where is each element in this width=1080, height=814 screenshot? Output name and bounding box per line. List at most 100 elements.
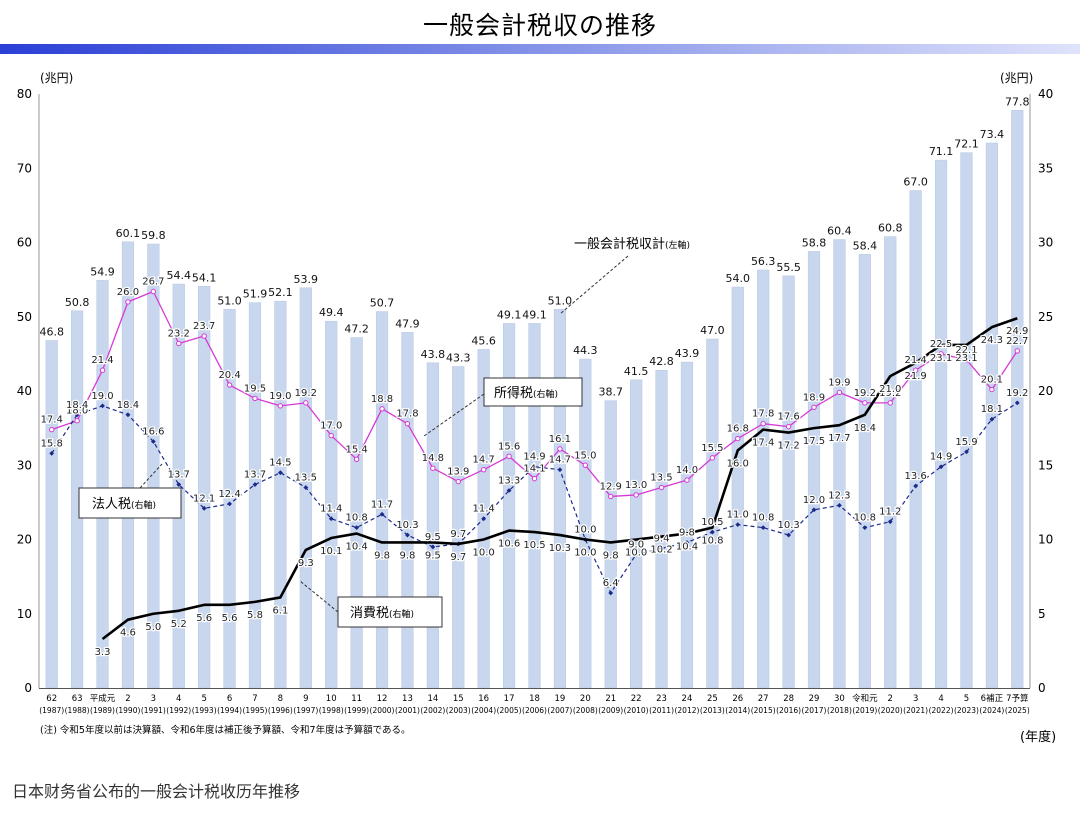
series-point [938,351,944,357]
series-label: 17.0 [320,421,342,432]
series-point [100,403,105,409]
x-tick-era: 24 [682,694,693,704]
series-label: 12.3 [828,490,850,501]
series-label: 18.8 [371,394,393,405]
series-label: 13.3 [498,475,520,486]
series-point [99,367,106,373]
series-point [430,544,436,550]
series-label: 17.6 [777,412,799,423]
series-point [328,516,334,522]
series-label: 20.1 [981,375,1003,386]
callout-income: 所得税(右軸) [423,377,583,437]
bar-total [833,239,846,689]
series-point [989,386,995,393]
bar-label: 73.4 [980,128,1005,141]
series-point [913,483,919,489]
bar-total [426,362,439,689]
x-tick-year: (2001) [395,706,420,715]
series-label: 5.8 [247,610,263,621]
series-point [176,482,182,487]
x-tick-year: (2003) [446,706,471,715]
x-tick-era: 6 [227,694,232,704]
bar-total [401,332,414,689]
series-label: 9.8 [679,527,695,538]
series-label: 20.4 [218,370,240,381]
series-label: 15.8 [41,438,63,449]
series-label: 22.5 [930,339,952,350]
series-label: 14.9 [930,452,952,463]
x-tick-era: 28 [783,694,794,704]
page-caption: 日本财务省公布的一般会计税收历年推移 [12,782,301,801]
bar-label: 44.3 [573,344,598,357]
left-axis-unit: (兆円) [40,71,73,85]
series-point [811,404,817,411]
x-tick-era: 17 [504,694,515,704]
series-label: 18.4 [854,423,876,434]
series-label: 10.4 [676,542,698,553]
y-tick-right: 20 [1038,384,1053,398]
bar-label: 49.1 [497,308,522,321]
series-label: 18.0 [66,406,88,417]
x-tick-year: (2011) [649,706,674,715]
series-point [709,455,716,461]
series-point [405,532,410,538]
x-tick-year: (2024) [979,706,1004,715]
line-series [49,288,1020,641]
series-label: 9.5 [425,550,441,561]
x-tick-year: (1989) [90,706,115,715]
x-tick-era: 62 [46,694,57,704]
series-label: 13.9 [447,467,469,478]
bar-label: 72.1 [954,138,979,151]
series-label: 5.6 [222,613,238,624]
series-label: 16.0 [727,458,749,469]
series-label: 16.8 [727,424,749,435]
series-label: 21.0 [879,384,901,395]
x-tick-era: 4 [176,694,181,704]
bar-label: 60.1 [116,227,141,240]
bar-total [985,142,998,689]
series-label: 15.6 [498,441,520,452]
series-point [252,395,258,402]
series-point [49,426,55,433]
bar-label: 50.7 [370,297,395,310]
x-tick-year: (1994) [217,706,242,715]
series-point [74,412,80,418]
series-label: 19.0 [91,391,113,402]
series-label: 10.8 [701,536,723,547]
x-tick-era: 18 [529,694,540,704]
series-point [836,389,843,396]
series-point [404,420,411,427]
series-point [252,482,258,487]
series-label: 10.8 [854,513,876,524]
series-label: 10.3 [549,543,571,554]
series-point [582,462,589,468]
x-tick-year: (1991) [141,706,166,715]
x-tick-era: 23 [656,694,667,704]
series-point [837,502,842,508]
bar-label: 54.4 [167,269,192,282]
series-point [811,507,817,513]
series-label: 19.2 [1006,388,1028,399]
series-label: 5.2 [171,619,187,630]
y-tick-left: 30 [17,458,32,472]
x-tick-era: 14 [427,694,438,704]
x-tick-era: 16 [478,694,489,704]
series-point [532,464,537,470]
x-tick-era: 27 [758,694,769,704]
x-tick-year: (2021) [903,706,928,715]
series-label: 15.5 [701,443,723,454]
series-point [557,467,563,473]
y-tick-right: 25 [1038,310,1053,324]
x-tick-labels: 62 63 平成元 2 3 4 5 6 7 8 9 10 11 12 13 14 15 16 17 18 19 20 21 2… [39,693,1030,715]
series-point [227,501,232,507]
series-label: 17.8 [752,409,774,420]
x-tick-year: (2010) [624,706,649,715]
bar-label: 42.8 [649,355,674,368]
series-point [226,382,233,388]
series-label: 12.0 [803,495,825,506]
y-tick-right: 10 [1038,533,1053,547]
series-label: 10.3 [396,520,418,531]
series-label: 10.6 [498,539,520,550]
x-tick-year: (2000) [370,706,395,715]
series-label: 14.9 [523,452,545,463]
